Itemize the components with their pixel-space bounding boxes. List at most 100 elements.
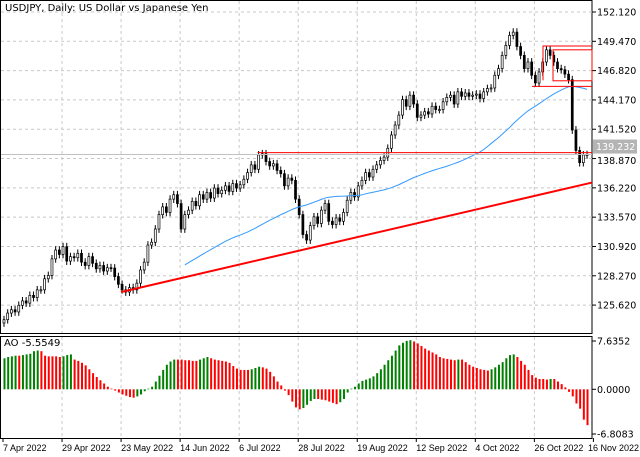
ao-bar-up	[21, 355, 24, 390]
ao-bar-up	[313, 389, 316, 399]
bullish-candle	[463, 92, 467, 97]
bearish-candle	[415, 103, 419, 118]
ao-bar-up	[202, 358, 205, 390]
ao-bar-up	[376, 373, 379, 390]
bullish-candle	[39, 289, 43, 292]
bearish-candle	[412, 94, 415, 105]
x-tick-label: 26 Oct 2022	[534, 443, 583, 453]
ao-bar-up	[154, 381, 157, 390]
ao-bar-down	[538, 378, 541, 390]
bullish-candle	[545, 49, 548, 63]
ao-bar-down	[128, 389, 131, 398]
bearish-candle	[427, 111, 430, 115]
bearish-candle	[578, 150, 581, 163]
ao-bar-down	[575, 389, 578, 404]
ao-bar-down	[92, 373, 95, 390]
ao-bar-down	[188, 360, 190, 390]
ao-bar-down	[228, 362, 231, 390]
bullish-candle	[272, 163, 275, 167]
ao-bar-up	[199, 359, 202, 390]
bullish-candle	[205, 192, 209, 200]
ao-bar-down	[324, 389, 327, 401]
ao-bar-down	[180, 359, 183, 390]
ao-bar-up	[405, 340, 408, 390]
bullish-candle	[157, 214, 161, 230]
bearish-candle	[32, 295, 35, 298]
bearish-candle	[290, 177, 294, 181]
ao-bar-down	[413, 341, 416, 390]
bullish-candle	[54, 249, 58, 260]
bullish-candle	[76, 252, 80, 259]
bearish-candle	[563, 69, 567, 75]
ao-bar-up	[494, 367, 497, 390]
bearish-candle	[283, 173, 286, 187]
x-tick-label: 4 Oct 2022	[475, 443, 519, 453]
bullish-candle	[508, 35, 511, 46]
bearish-candle	[83, 261, 87, 266]
bearish-candle	[522, 55, 526, 69]
bullish-candle	[379, 160, 382, 166]
ao-bar-up	[394, 350, 397, 390]
bullish-candle	[257, 154, 260, 170]
bearish-candle	[567, 73, 570, 81]
bullish-candle	[371, 168, 375, 178]
bearish-candle	[253, 164, 257, 170]
y-tick-label: 152.120	[597, 8, 636, 19]
bullish-candle	[393, 124, 397, 136]
ao-bar-down	[446, 358, 449, 390]
x-tick-label: 19 Aug 2022	[357, 443, 408, 453]
ao-bar-up	[350, 388, 353, 390]
y-tick-label: 149.470	[597, 37, 636, 48]
ao-bar-down	[103, 383, 106, 390]
bullish-candle	[242, 178, 246, 186]
x-tick-label: 29 Apr 2022	[62, 443, 111, 453]
bullish-candle	[334, 217, 338, 225]
bearish-candle	[57, 249, 61, 255]
bearish-candle	[467, 92, 471, 97]
bearish-candle	[176, 194, 179, 204]
ao-bar-up	[25, 354, 28, 390]
ao-bar-up	[3, 358, 6, 390]
bearish-candle	[120, 283, 124, 291]
bullish-candle	[471, 94, 474, 97]
ao-bar-down	[475, 367, 478, 390]
bearish-candle	[327, 203, 331, 222]
bullish-candle	[382, 156, 386, 161]
bullish-candle	[430, 105, 434, 115]
bearish-candle	[519, 46, 522, 56]
ao-bar-down	[114, 389, 117, 391]
bullish-candle	[345, 199, 349, 213]
bearish-candle	[235, 183, 238, 189]
bullish-candle	[183, 214, 187, 230]
ao-bar-down	[472, 366, 475, 390]
ao-bars	[3, 340, 589, 426]
bullish-candle	[497, 68, 500, 76]
bullish-candle	[28, 295, 32, 304]
ao-bar-down	[542, 378, 545, 390]
ao-bar-up	[69, 354, 72, 390]
bullish-candle	[98, 265, 102, 270]
x-tick-label: 7 Apr 2022	[3, 443, 47, 453]
ao-bar-up	[398, 345, 401, 390]
bullish-candle	[364, 172, 367, 181]
ao-bar-down	[232, 366, 235, 390]
ao-bar-down	[534, 377, 537, 390]
current-price-box	[593, 139, 637, 154]
bearish-candle	[530, 61, 534, 76]
ao-bar-down	[523, 364, 526, 390]
bearish-candle	[80, 252, 83, 263]
bullish-candle	[238, 184, 242, 189]
bearish-candle	[338, 217, 342, 222]
ao-bar-down	[438, 357, 441, 390]
ao-bar-up	[402, 342, 405, 390]
ao-bar-up	[306, 389, 309, 405]
y-tick-label: 133.570	[597, 213, 636, 224]
bearish-candle	[478, 93, 482, 99]
ao-y-tick-label: 7.6352	[597, 337, 630, 348]
x-tick-label: 28 Jul 2022	[298, 443, 345, 453]
bullish-candle	[146, 244, 150, 263]
ao-bar-up	[309, 389, 312, 401]
ao-bar-up	[409, 340, 412, 390]
ao-bar-up	[140, 389, 143, 395]
